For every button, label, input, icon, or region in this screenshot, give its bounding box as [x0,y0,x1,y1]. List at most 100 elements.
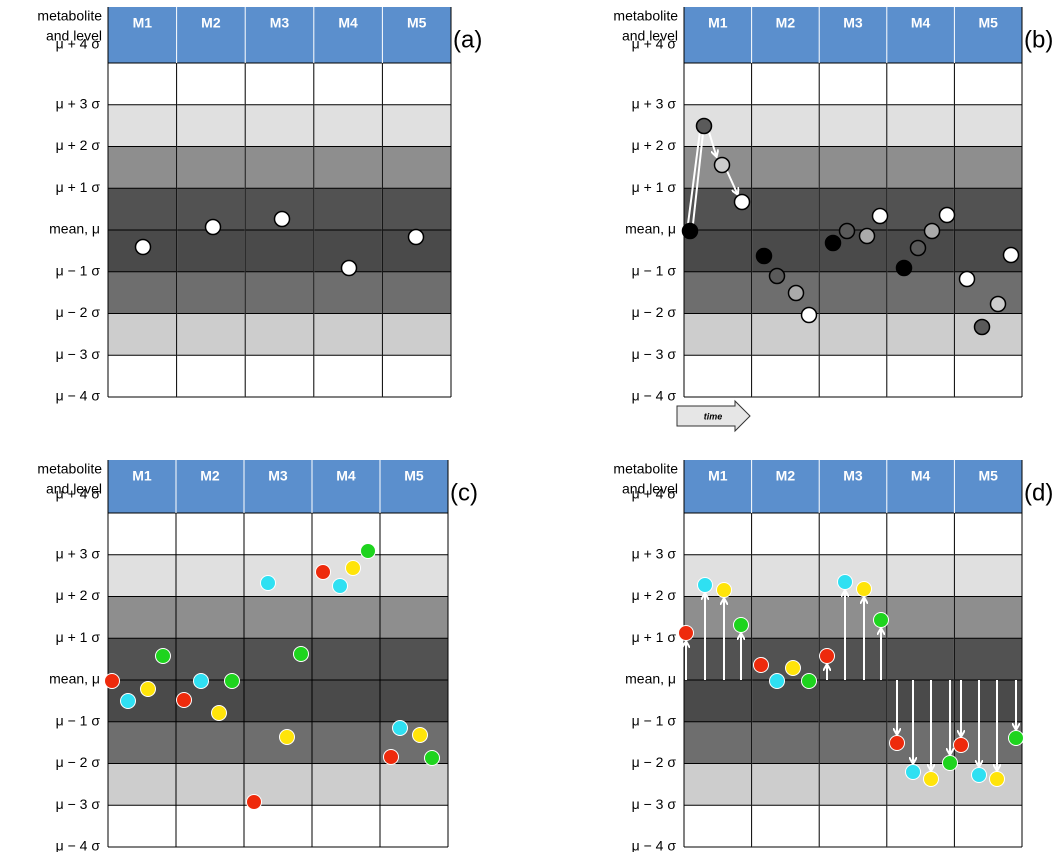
marker [733,193,751,211]
marker [755,247,773,265]
marker [211,705,227,721]
level-band [684,63,1022,105]
marker [973,318,991,336]
marker [678,625,694,641]
marker [332,578,348,594]
panel-label: (d) [1024,479,1053,506]
marker [895,259,913,277]
marker [824,234,842,252]
marker [104,673,120,689]
column-header: M3 [270,15,290,31]
level-label: μ − 3 σ [632,346,677,362]
marker [889,735,905,751]
marker [716,582,732,598]
time-label: time [704,411,723,421]
marker [801,673,817,689]
column-header: M1 [132,468,152,484]
column-header: M5 [404,468,424,484]
marker [1008,730,1024,746]
marker [800,306,818,324]
level-band [684,146,1022,189]
marker [769,673,785,689]
marker [360,543,376,559]
level-label: μ + 4 σ [56,36,101,52]
marker [838,222,856,240]
level-label: mean, μ [625,221,676,237]
marker [134,238,152,256]
level-band [684,188,1022,230]
marker [909,239,927,257]
marker [856,581,872,597]
level-label: μ + 4 σ [56,486,101,502]
marker [155,648,171,664]
level-label: μ + 3 σ [56,95,101,111]
marker [871,207,889,225]
level-label: μ + 3 σ [632,545,677,561]
marker [407,228,425,246]
column-header: M4 [911,468,931,484]
marker [753,657,769,673]
level-band [108,104,451,147]
level-band [108,271,451,314]
level-label: μ − 3 σ [56,796,101,812]
column-header: M2 [201,15,221,31]
column-header: M4 [911,15,931,31]
marker [279,729,295,745]
axis-title: and level [46,28,102,44]
level-label: μ − 4 σ [632,388,677,404]
level-band [108,554,448,597]
level-label: mean, μ [49,671,100,687]
column-header: M3 [268,468,288,484]
marker [768,267,786,285]
time-arrow: time [676,399,751,433]
marker [681,222,699,240]
column-header: M5 [407,15,427,31]
marker [697,577,713,593]
marker [989,295,1007,313]
marker [260,575,276,591]
marker [873,612,889,628]
column-header: M4 [338,15,358,31]
level-label: μ + 3 σ [632,95,677,111]
column-header: M5 [978,468,998,484]
level-band [684,554,1022,597]
level-band [108,230,451,272]
marker [923,771,939,787]
column-header: M2 [200,468,220,484]
level-band [684,513,1022,555]
marker [713,156,731,174]
level-label: μ − 2 σ [56,754,101,770]
marker [905,764,921,780]
level-band [108,513,448,555]
level-band [684,596,1022,639]
marker [1002,246,1020,264]
marker [837,574,853,590]
level-label: μ + 2 σ [632,137,677,153]
trend-line [687,130,701,225]
axis-title: metabolite [37,8,102,24]
trend-line [726,170,737,193]
level-band [684,721,1022,764]
header [684,460,1022,513]
column-header: M1 [708,15,728,31]
header [108,7,451,63]
level-label: μ − 1 σ [56,712,101,728]
level-label: μ − 3 σ [632,796,677,812]
marker [193,673,209,689]
axis-title: metabolite [613,8,678,24]
level-band [108,596,448,639]
axis-title: and level [46,481,102,497]
level-band [108,805,448,847]
marker [246,794,262,810]
marker [971,767,987,783]
marker [923,222,941,240]
level-band [684,680,1022,722]
level-band [108,763,448,806]
marker [204,218,222,236]
marker [785,660,801,676]
